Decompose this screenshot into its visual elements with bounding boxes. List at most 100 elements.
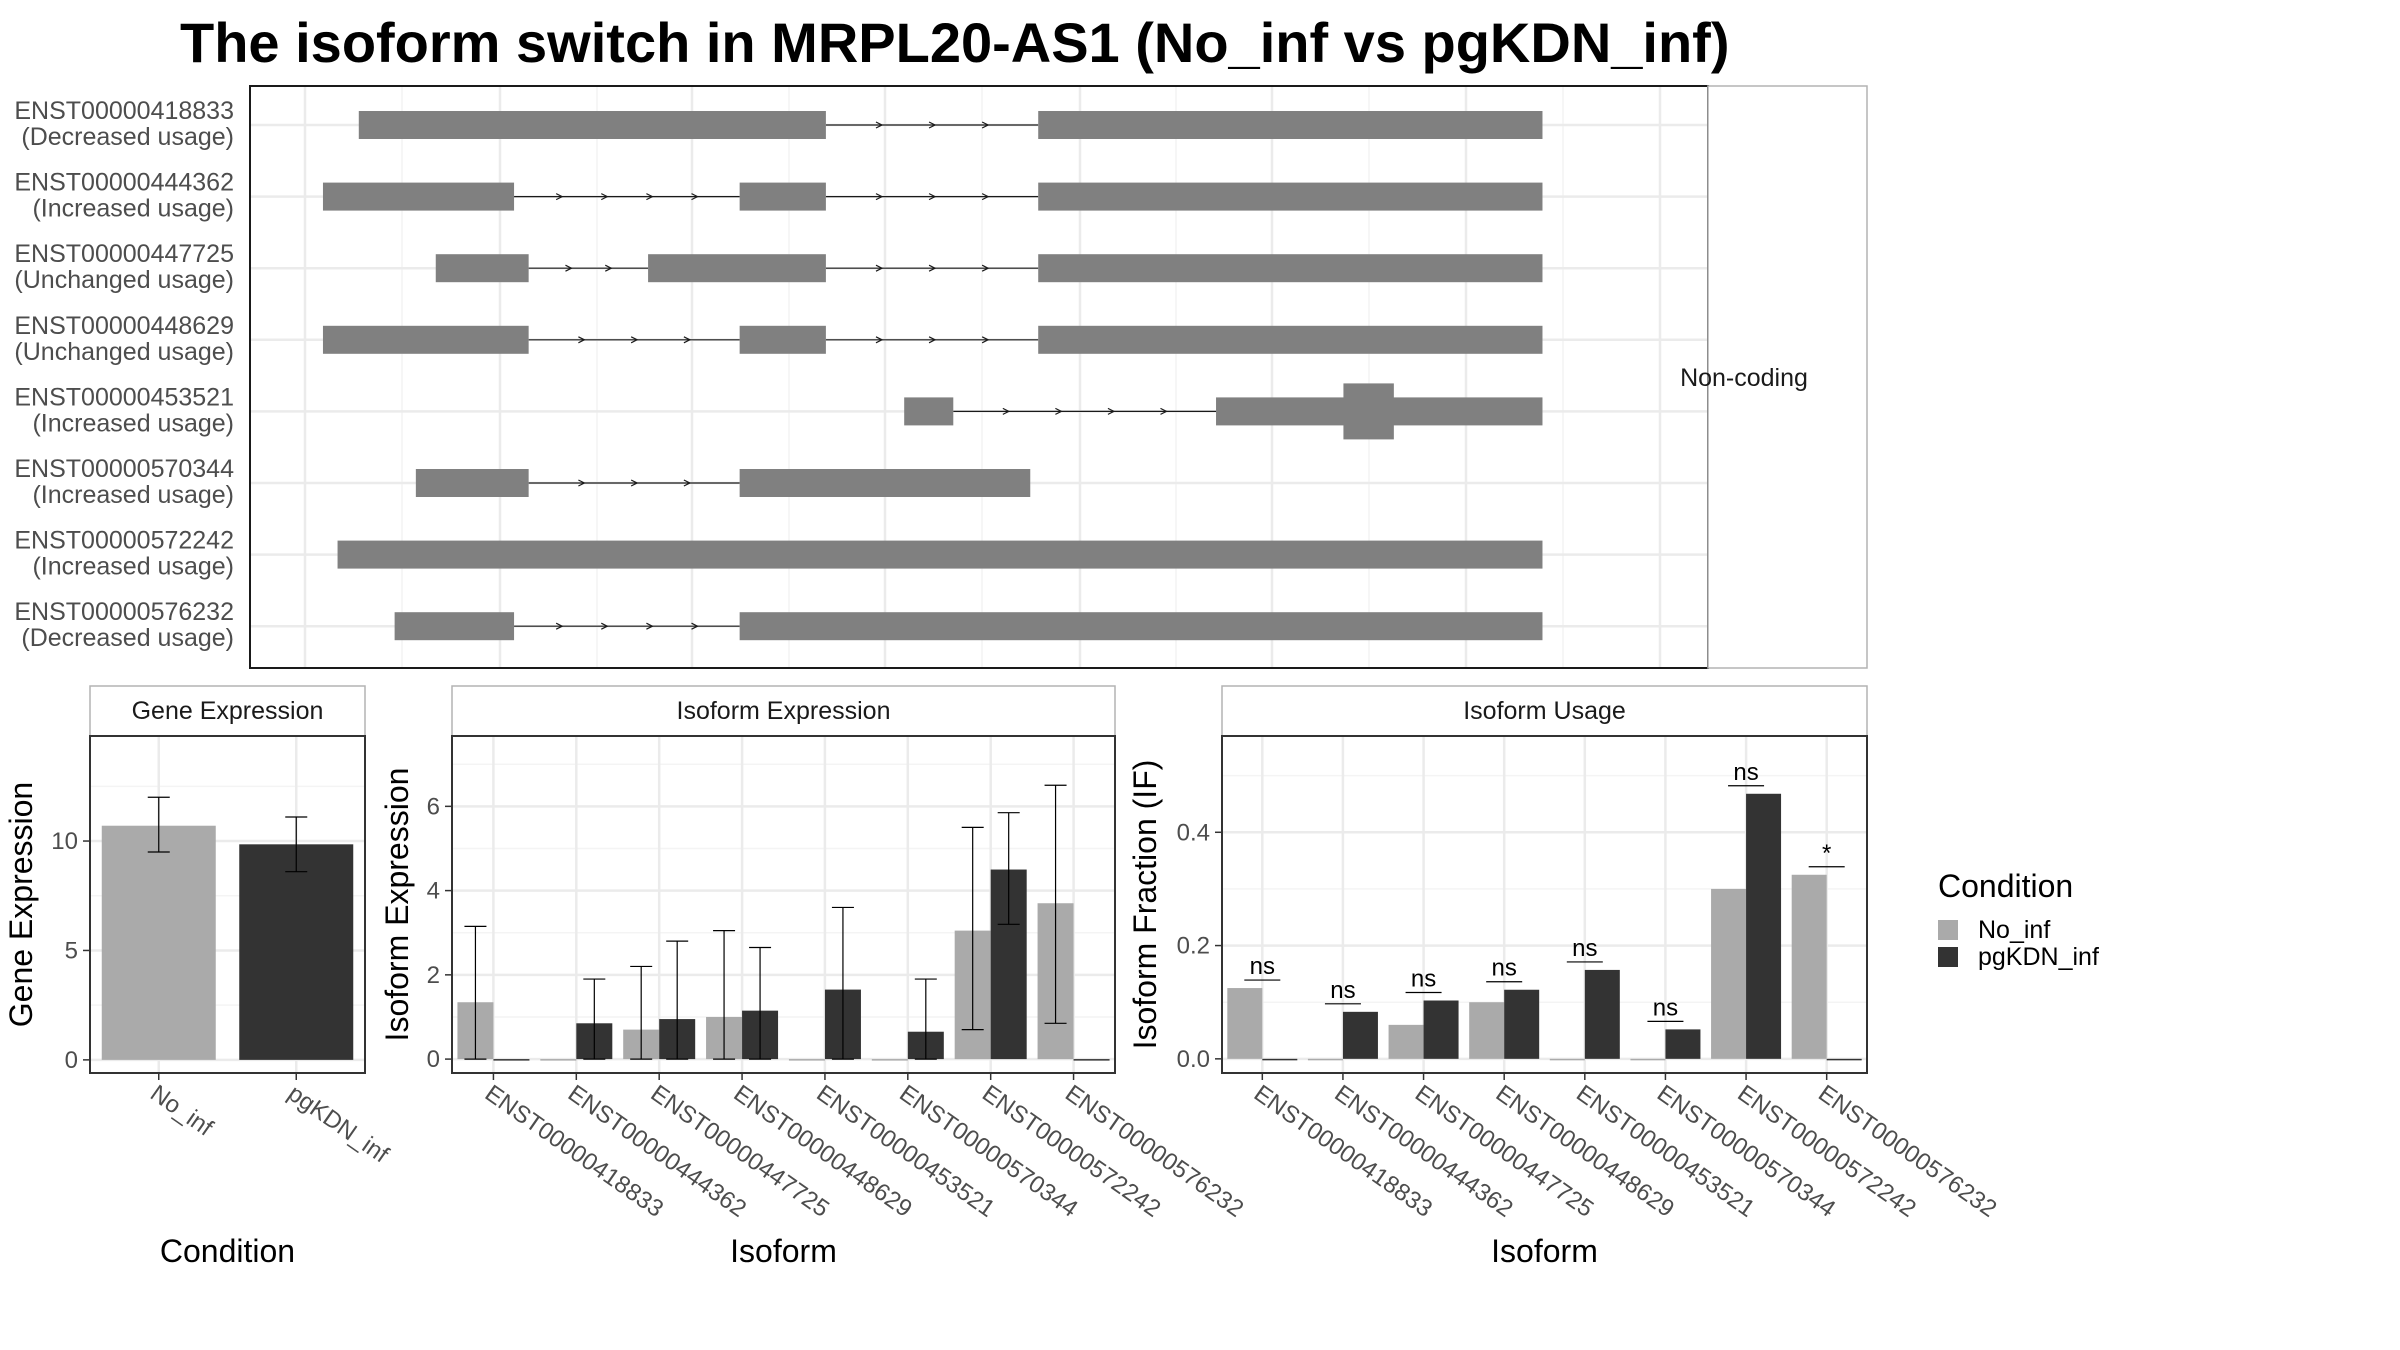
coding-region [1343, 383, 1394, 440]
panel-border [89, 735, 366, 1074]
exon [415, 469, 529, 497]
bar [1388, 1024, 1424, 1059]
exon [904, 397, 954, 426]
bar [540, 1059, 577, 1061]
isoform-expression-panel: Isoform Expression0246ENST00000418833ENS… [379, 685, 1248, 1269]
intron-arrow [555, 622, 564, 630]
intron-arrow [601, 622, 609, 630]
isoform-id-label: ENST00000576232 [14, 598, 234, 626]
intron-arrow [928, 336, 937, 344]
exon [1038, 254, 1543, 283]
panel-strip-label: Isoform Expression [677, 697, 891, 725]
bar [101, 825, 216, 1060]
panel-strip-label: Gene Expression [132, 697, 324, 725]
x-axis-title: Isoform [730, 1233, 837, 1269]
exon [739, 182, 826, 211]
exon [337, 540, 1543, 569]
condition-legend: Condition No_inf pgKDN_inf [1938, 868, 2099, 971]
bar [788, 1059, 825, 1061]
significance-label: ns [1411, 966, 1436, 993]
significance-label: ns [1733, 759, 1758, 786]
intron-arrow [630, 479, 639, 487]
isoform-structure-panel: ENST00000418833(Decreased usage)ENST0000… [14, 85, 1868, 669]
panel-border [451, 735, 1116, 1074]
isoform-id-label: ENST00000453521 [14, 383, 234, 411]
significance-label: ns [1653, 994, 1678, 1021]
intron-arrow [646, 193, 654, 201]
legend-swatch-no-inf [1938, 920, 1958, 940]
x-tick-label: pgKDN_inf [283, 1080, 394, 1169]
intron-arrow [1160, 407, 1168, 415]
exon [435, 254, 529, 283]
y-tick-label: 5 [65, 937, 78, 964]
y-tick-label: 10 [51, 828, 78, 855]
y-tick-label: 0.0 [1177, 1046, 1210, 1073]
significance-label: ns [1572, 935, 1597, 962]
isoform-id-label: ENST00000572242 [14, 527, 234, 555]
exon [1038, 111, 1543, 139]
bar [1746, 793, 1782, 1059]
exon [739, 612, 1543, 641]
isoform-usage-label: (Decreased usage) [21, 123, 234, 151]
intron-arrow [981, 264, 990, 272]
bar [1342, 1011, 1378, 1059]
isoform-usage-label: (Increased usage) [32, 195, 234, 223]
intron-arrow [928, 193, 937, 201]
exon [1038, 325, 1543, 354]
bar [1665, 1029, 1701, 1059]
bar [1549, 1058, 1585, 1061]
significance-label: ns [1330, 977, 1355, 1004]
isoform-id-label: ENST00000447725 [14, 240, 234, 268]
figure-title: The isoform switch in MRPL20-AS1 (No_inf… [180, 11, 1729, 74]
exon [322, 325, 529, 354]
facet-label: Non-coding [1680, 364, 1808, 392]
intron-arrow [691, 193, 699, 201]
intron-arrow [604, 264, 613, 272]
legend-swatch-pgkdn-inf [1938, 947, 1958, 967]
bar [1469, 1002, 1505, 1059]
panel-border [1221, 735, 1868, 1074]
isoform-usage-label: (Increased usage) [32, 481, 234, 509]
isoform-usage-label: (Increased usage) [32, 409, 234, 437]
bar [1423, 1000, 1459, 1059]
intron-arrow [578, 479, 586, 487]
bar [1630, 1058, 1666, 1061]
intron-arrow [875, 193, 884, 201]
exon [739, 325, 826, 354]
y-axis-title: Isoform Fraction (IF) [1127, 760, 1163, 1050]
x-tick-label: No_inf [145, 1080, 218, 1142]
exon [1038, 182, 1543, 211]
intron-arrow [683, 479, 692, 487]
y-tick-label: 6 [427, 793, 440, 820]
intron-arrow [555, 193, 564, 201]
facet-strip [1707, 85, 1868, 669]
exon [322, 182, 515, 211]
intron-arrow [630, 336, 639, 344]
intron-arrow [981, 121, 990, 129]
y-axis-title: Isoform Expression [379, 768, 415, 1042]
intron-arrow [683, 336, 692, 344]
panel-strip [1221, 685, 1868, 737]
bar [871, 1059, 908, 1061]
exon [394, 612, 515, 641]
gene-expression-panel: Gene Expression 0 5 10 No_inf pgKDN_inf Condit… [3, 685, 394, 1269]
isoform-id-label: ENST00000448629 [14, 312, 234, 340]
bar [493, 1059, 530, 1061]
isoform-usage-label: (Unchanged usage) [14, 338, 234, 366]
y-tick-label: 0 [427, 1046, 440, 1073]
intron-arrow [565, 264, 573, 272]
bar [1504, 989, 1540, 1059]
bar [1262, 1058, 1298, 1061]
panel-strip [451, 685, 1116, 737]
exon [648, 254, 826, 283]
intron-arrow [928, 121, 937, 129]
x-axis-title: Condition [160, 1233, 295, 1269]
bar [1791, 874, 1827, 1059]
isoform-id-label: ENST00000570344 [14, 455, 234, 483]
intron-arrow [981, 336, 990, 344]
x-axis-title: Isoform [1491, 1233, 1598, 1269]
intron-arrow [875, 264, 884, 272]
bar [1826, 1058, 1862, 1061]
intron-arrow [1055, 407, 1063, 415]
